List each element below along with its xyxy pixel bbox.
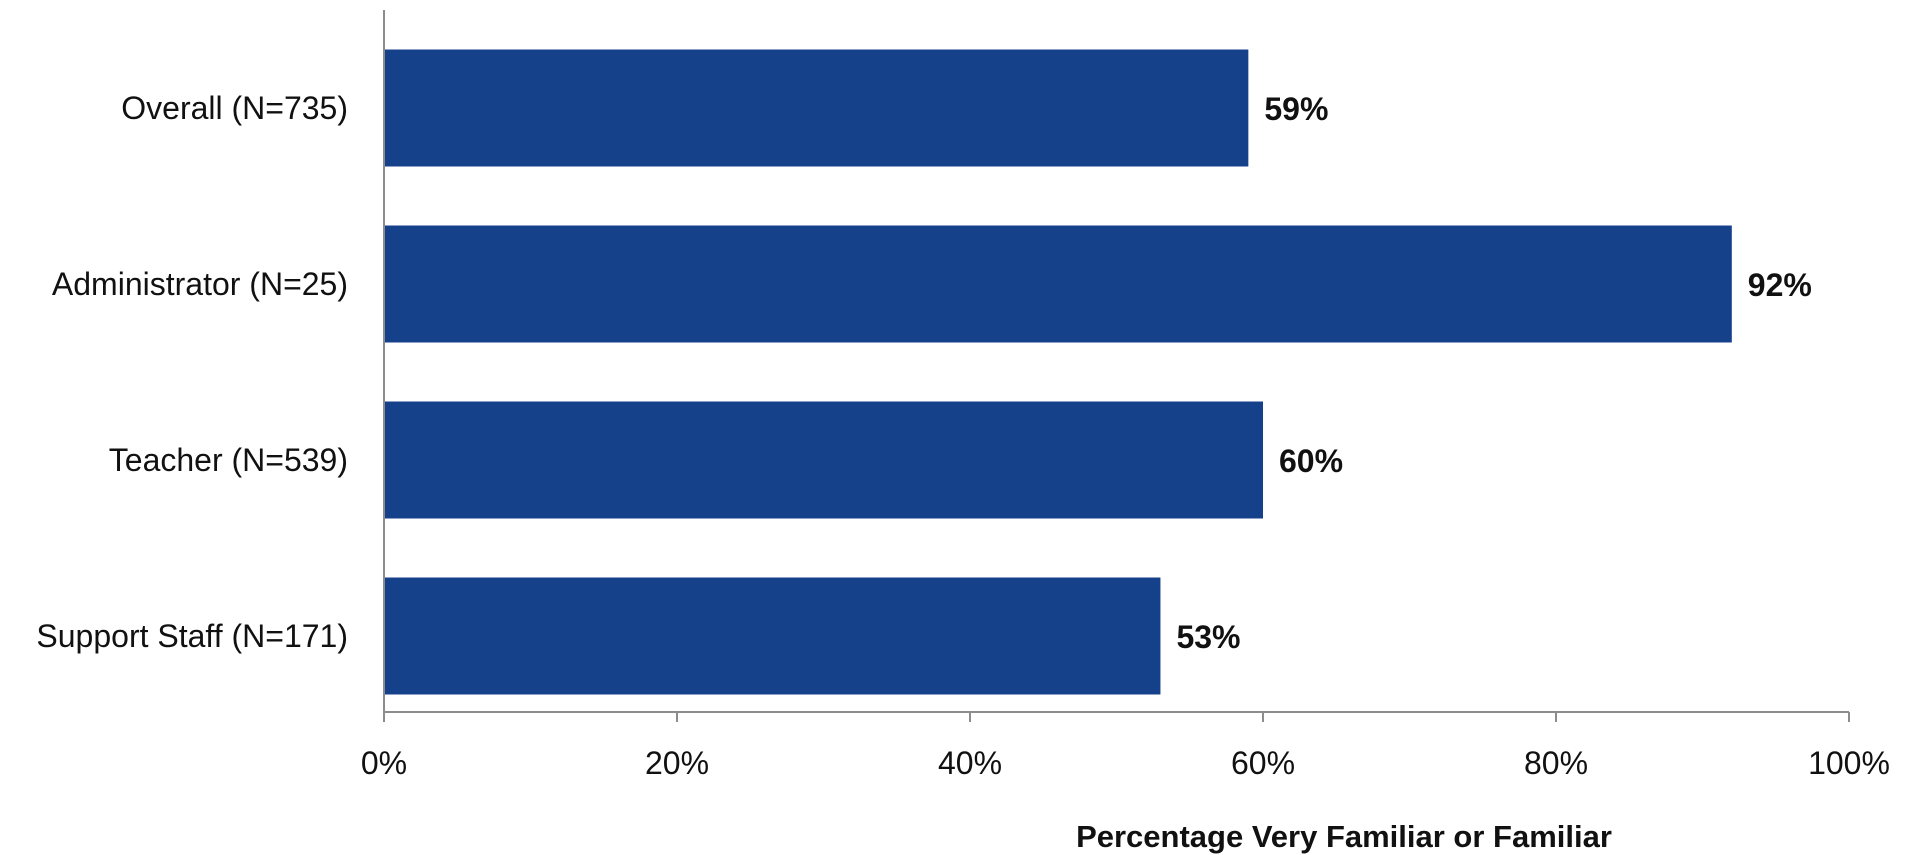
- category-label-2: Teacher (N=539): [109, 442, 348, 478]
- x-ticks-group: 0% 20% 40% 60% 80% 100%: [361, 712, 1890, 781]
- x-tick-label-2: 40%: [938, 745, 1002, 781]
- x-tick-label-1: 20%: [645, 745, 709, 781]
- x-tick-label-4: 80%: [1524, 745, 1588, 781]
- category-label-0: Overall (N=735): [121, 90, 348, 126]
- x-tick-label-3: 60%: [1231, 745, 1295, 781]
- bar-0: [384, 49, 1249, 167]
- category-labels-group: Overall (N=735) Administrator (N=25) Teach…: [36, 90, 348, 654]
- value-label-1: 92%: [1748, 267, 1812, 303]
- bar-1: [384, 225, 1732, 343]
- x-tick-label-5: 100%: [1808, 745, 1890, 781]
- x-axis-title: Percentage Very Familiar or Familiar: [1076, 819, 1612, 854]
- value-label-2: 60%: [1279, 443, 1343, 479]
- value-label-0: 59%: [1264, 91, 1328, 127]
- bar-2: [384, 401, 1263, 519]
- bar-3: [384, 577, 1161, 695]
- value-label-3: 53%: [1176, 619, 1240, 655]
- bars-group: [384, 49, 1732, 695]
- category-label-3: Support Staff (N=171): [36, 618, 348, 654]
- x-tick-label-0: 0%: [361, 745, 407, 781]
- axes-group: [383, 10, 1849, 713]
- value-labels-group: 59% 92% 60% 53%: [1176, 91, 1811, 655]
- category-label-1: Administrator (N=25): [52, 266, 348, 302]
